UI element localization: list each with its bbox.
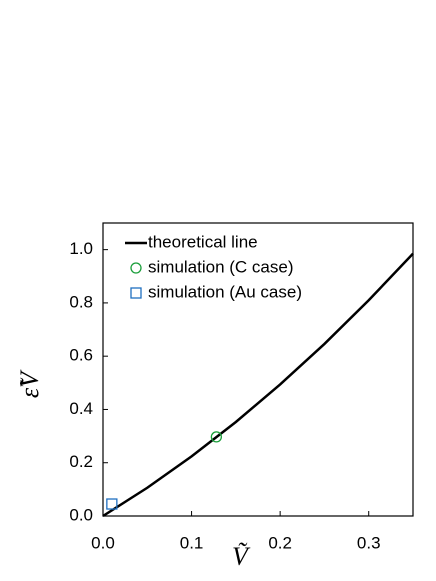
theory-line	[102, 252, 414, 518]
legend-label: theoretical line	[148, 232, 258, 251]
x-axis-label: Ṽ	[232, 542, 251, 571]
data-point	[210, 431, 223, 443]
y-tick-label: 0.8	[69, 292, 93, 311]
legend-symbol	[130, 287, 142, 299]
data-point	[106, 498, 118, 510]
legend-label: simulation (Au case)	[148, 282, 302, 301]
y-tick-label: 0.2	[69, 452, 93, 471]
legend-label: simulation (C case)	[148, 257, 294, 276]
x-tick-label: 0.1	[180, 533, 204, 552]
x-tick-label: 0.2	[268, 533, 292, 552]
y-tick-label: 0.6	[69, 346, 93, 365]
x-tick-label: 0.3	[357, 533, 381, 552]
y-tick-label: 0.0	[69, 505, 93, 524]
x-tick-label: 0.0	[91, 533, 115, 552]
legend-symbol	[130, 262, 142, 274]
plot-frame	[102, 222, 414, 517]
y-tick-label: 1.0	[69, 239, 93, 258]
y-tick-label: 0.4	[69, 399, 93, 418]
y-axis-label: ε̃V	[15, 369, 44, 398]
